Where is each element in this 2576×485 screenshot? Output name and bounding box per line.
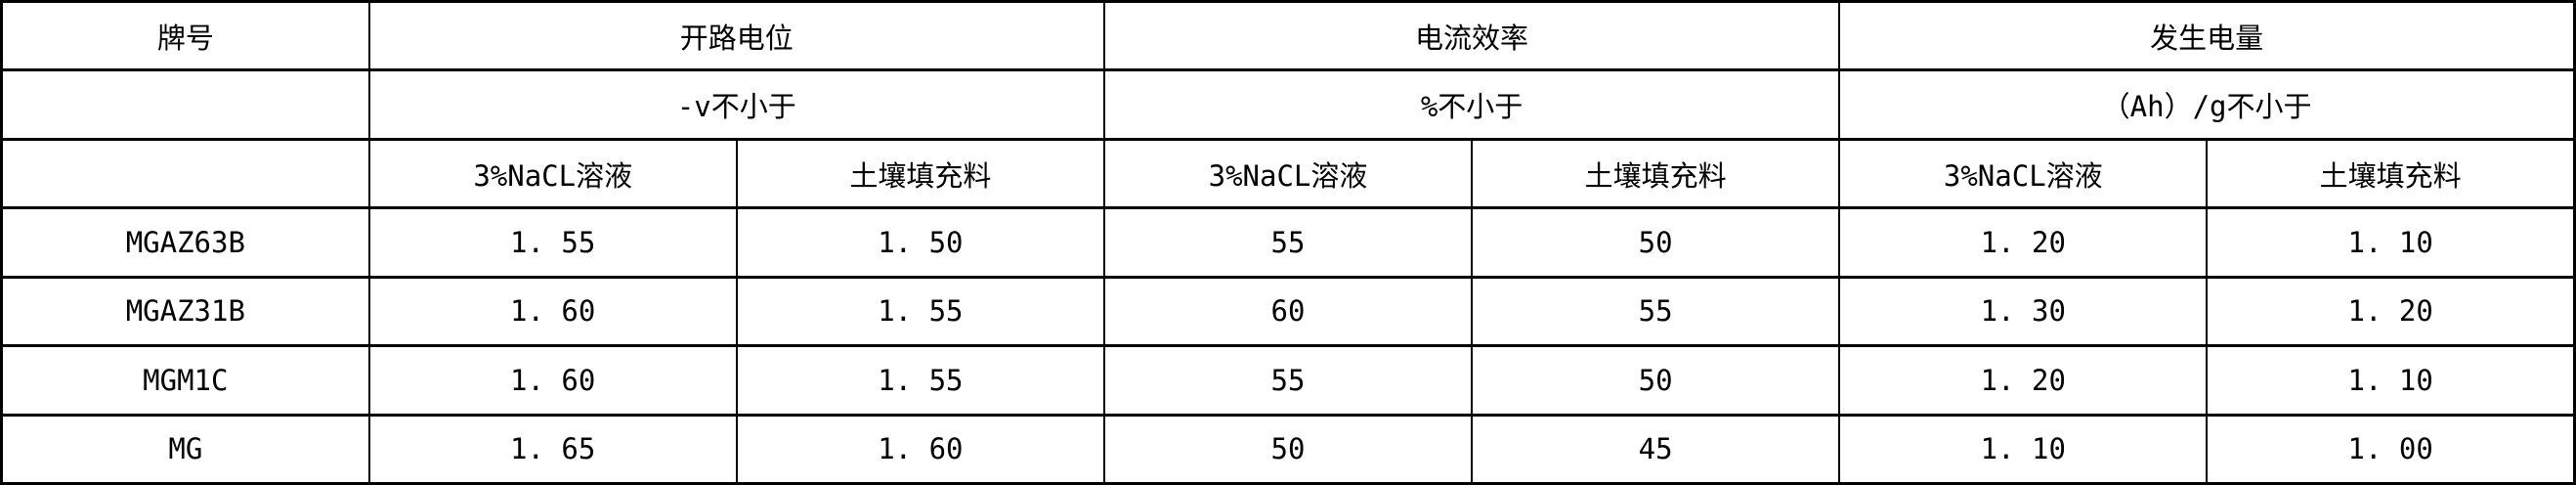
value-cell: 1. 55: [735, 275, 1105, 348]
value-cell: 55: [1471, 275, 1841, 348]
subheader-nacl-solution: 3%NaCL溶液: [367, 137, 738, 210]
brand-cell: MGAZ31B: [0, 275, 370, 348]
empty-cell: [0, 137, 370, 210]
value-cell: 1. 65: [367, 413, 738, 485]
header-row-units: -v不小于 %不小于 （Ah）/g不小于: [0, 68, 2576, 141]
value-cell: 1. 20: [1838, 344, 2209, 417]
header-row-subcolumns: 3%NaCL溶液 土壤填充料 3%NaCL溶液 土壤填充料 3%NaCL溶液 土…: [0, 137, 2576, 210]
table-row: MGAZ63B 1. 55 1. 50 55 50 1. 20 1. 10: [0, 206, 2576, 279]
brand-cell: MGAZ63B: [0, 206, 370, 279]
value-cell: 1. 60: [367, 275, 738, 348]
subheader-nacl-solution: 3%NaCL溶液: [1838, 137, 2209, 210]
value-cell: 1. 10: [1838, 413, 2209, 485]
table-row: MG 1. 65 1. 60 50 45 1. 10 1. 00: [0, 413, 2576, 485]
empty-cell: [0, 68, 370, 141]
value-cell: 50: [1471, 206, 1841, 279]
value-cell: 1. 30: [1838, 275, 2209, 348]
header-row-groups: 牌号 开路电位 电流效率 发生电量: [0, 0, 2576, 72]
group-header-current-efficiency: 电流效率: [1102, 0, 1841, 72]
value-cell: 55: [1102, 206, 1474, 279]
subheader-soil-backfill: 土壤填充料: [2206, 137, 2576, 210]
value-cell: 60: [1102, 275, 1474, 348]
value-cell: 1. 00: [2206, 413, 2576, 485]
value-cell: 1. 20: [2206, 275, 2576, 348]
value-cell: 1. 60: [367, 344, 738, 417]
unit-current-efficiency: %不小于: [1102, 68, 1841, 141]
table-row: MGAZ31B 1. 60 1. 55 60 55 1. 30 1. 20: [0, 275, 2576, 348]
value-cell: 1. 10: [2206, 344, 2576, 417]
brand-cell: MGM1C: [0, 344, 370, 417]
group-header-open-circuit-potential: 开路电位: [367, 0, 1105, 72]
group-header-generated-capacity: 发生电量: [1838, 0, 2576, 72]
value-cell: 1. 55: [735, 344, 1105, 417]
value-cell: 1. 10: [2206, 206, 2576, 279]
subheader-nacl-solution: 3%NaCL溶液: [1102, 137, 1474, 210]
value-cell: 50: [1102, 413, 1474, 485]
value-cell: 1. 50: [735, 206, 1105, 279]
value-cell: 1. 20: [1838, 206, 2209, 279]
value-cell: 55: [1102, 344, 1474, 417]
value-cell: 50: [1471, 344, 1841, 417]
brand-cell: MG: [0, 413, 370, 485]
value-cell: 1. 55: [367, 206, 738, 279]
subheader-soil-backfill: 土壤填充料: [735, 137, 1105, 210]
value-cell: 45: [1471, 413, 1841, 485]
subheader-soil-backfill: 土壤填充料: [1471, 137, 1841, 210]
table-row: MGM1C 1. 60 1. 55 55 50 1. 20 1. 10: [0, 344, 2576, 417]
brand-header-cell: 牌号: [0, 0, 370, 72]
value-cell: 1. 60: [735, 413, 1105, 485]
unit-open-circuit-potential: -v不小于: [367, 68, 1105, 141]
unit-generated-capacity: （Ah）/g不小于: [1838, 68, 2576, 141]
